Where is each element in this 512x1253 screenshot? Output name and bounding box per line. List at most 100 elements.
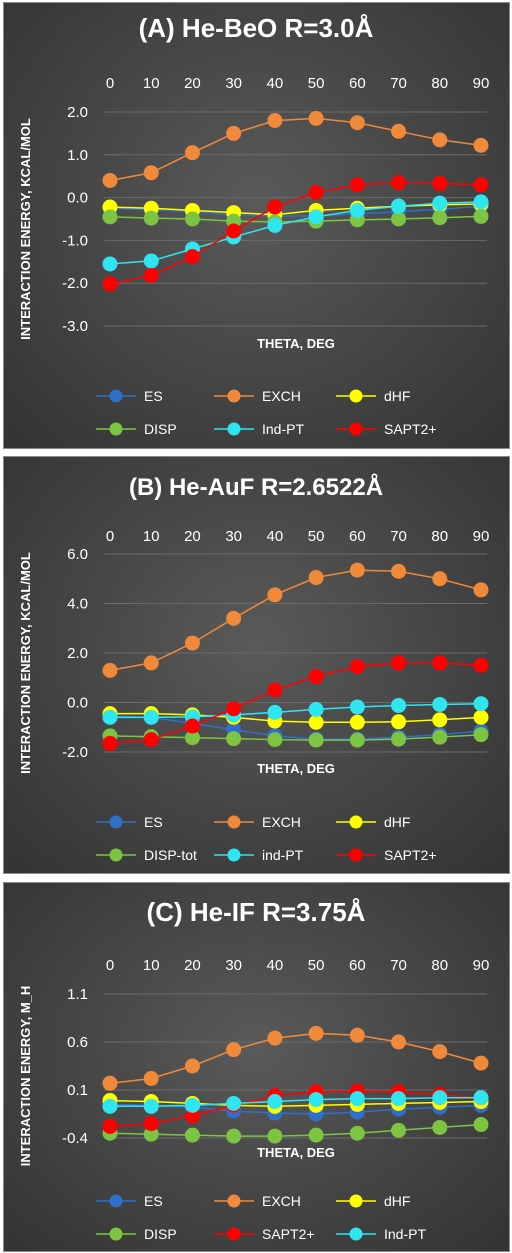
data-point-sapt2 <box>308 669 324 685</box>
data-point-exch <box>184 145 200 161</box>
data-point-sapt2 <box>102 735 118 751</box>
x-tick-label: 0 <box>106 75 114 92</box>
series-es <box>102 198 489 224</box>
legend-item-ind-pt: ind-PT <box>214 847 304 863</box>
x-tick-label: 0 <box>106 528 114 545</box>
data-point-exch <box>226 125 242 141</box>
y-tick-label: 0.0 <box>67 695 88 712</box>
data-point-dhf <box>391 714 407 730</box>
x-tick-label: 30 <box>225 528 242 545</box>
legend-item-dhf: dHF <box>336 814 410 830</box>
legend-label: SAPT2+ <box>384 847 437 863</box>
data-point-dhf <box>308 714 324 730</box>
data-point-ind-pt <box>267 1094 283 1110</box>
legend-label: SAPT2+ <box>262 1226 315 1242</box>
legend-label: SAPT2+ <box>384 421 437 437</box>
series-line-exch <box>109 1032 482 1085</box>
y-axis-label: INTERACTION ENERGY, M_H <box>18 986 33 1167</box>
data-point-dhf <box>473 709 489 725</box>
data-point-disp <box>473 1117 489 1133</box>
chart-b-title: (B) He-AuF R=2.6522Å <box>129 473 383 501</box>
legend-label: DISP <box>144 1226 177 1242</box>
y-tick-label: 0.0 <box>67 190 88 207</box>
legend-marker <box>109 815 123 829</box>
data-point-sapt2 <box>432 655 448 671</box>
legend-item-sapt2: SAPT2+ <box>336 847 437 863</box>
data-point-exch <box>349 1027 365 1043</box>
series-ind-pt <box>102 1090 489 1114</box>
data-point-disp <box>349 1125 365 1141</box>
y-tick-label: -1.0 <box>62 232 88 249</box>
legend-label: EXCH <box>262 388 301 404</box>
x-tick-label: 70 <box>390 957 407 974</box>
legend-marker <box>349 389 363 403</box>
legend-item-disp-tot: DISP-tot <box>96 847 197 863</box>
data-point-ind-pt <box>102 256 118 272</box>
data-point-sapt2 <box>226 223 242 239</box>
legend-label: ES <box>144 814 163 830</box>
data-point-exch <box>308 110 324 126</box>
data-point-sapt2 <box>473 177 489 193</box>
data-point-disp-tot <box>226 731 242 747</box>
data-point-sapt2 <box>143 732 159 748</box>
x-tick-label: 20 <box>184 75 201 92</box>
y-tick-label: 2.0 <box>67 104 88 121</box>
series-sapt2 <box>102 655 489 751</box>
data-point-disp <box>473 208 489 224</box>
x-axis-label: THETA, DEG <box>257 761 335 776</box>
x-tick-label: 60 <box>349 528 366 545</box>
data-point-sapt2 <box>102 276 118 292</box>
data-point-sapt2 <box>308 184 324 200</box>
data-point-ind-pt <box>349 202 365 218</box>
legend-label: ind-PT <box>262 847 304 863</box>
x-tick-label: 90 <box>473 957 490 974</box>
data-point-exch <box>391 123 407 139</box>
data-point-exch <box>473 1055 489 1071</box>
data-point-disp-tot <box>349 732 365 748</box>
data-point-disp-tot <box>391 731 407 747</box>
x-tick-label: 80 <box>431 528 448 545</box>
data-point-dhf <box>432 712 448 728</box>
legend-marker <box>109 422 123 436</box>
x-tick-label: 80 <box>431 957 448 974</box>
legend-label: dHF <box>384 388 410 404</box>
series-disp <box>102 1117 489 1144</box>
legend-marker <box>109 1194 123 1208</box>
data-point-disp <box>143 1126 159 1142</box>
data-point-ind-pt <box>432 1090 448 1106</box>
legend-item-dhf: dHF <box>336 388 410 404</box>
data-point-exch <box>143 1070 159 1086</box>
x-tick-label: 80 <box>431 75 448 92</box>
legend-label: Ind-PT <box>262 421 304 437</box>
x-tick-label: 0 <box>106 957 114 974</box>
x-axis-label: THETA, DEG <box>257 336 335 351</box>
x-tick-label: 40 <box>267 75 284 92</box>
data-point-sapt2 <box>143 267 159 283</box>
data-point-exch <box>473 137 489 153</box>
data-point-sapt2 <box>349 177 365 193</box>
data-point-disp <box>102 209 118 225</box>
data-point-exch <box>391 563 407 579</box>
chart-a-svg: (A) He-BeO R=3.0Å 0 10 20 30 40 50 60 70 80 90 2.0 1… <box>18 13 490 437</box>
chart-c-title: (C) He-IF R=3.75Å <box>147 897 366 927</box>
data-point-ind-pt <box>143 709 159 725</box>
legend-item-ind-pt: Ind-PT <box>336 1226 426 1242</box>
data-point-exch <box>226 610 242 626</box>
legend-label: EXCH <box>262 1193 301 1209</box>
x-tick-label: 10 <box>143 957 160 974</box>
legend-marker <box>227 848 241 862</box>
data-point-exch <box>432 571 448 587</box>
series-line-es <box>109 205 482 217</box>
data-point-sapt2 <box>267 682 283 698</box>
legend-item-es: ES <box>96 388 163 404</box>
legend-item-exch: EXCH <box>214 814 301 830</box>
data-point-exch <box>308 570 324 586</box>
data-point-ind-pt <box>102 709 118 725</box>
data-point-disp <box>308 1127 324 1143</box>
series-line-exch <box>109 569 482 672</box>
data-point-ind-pt <box>143 1098 159 1114</box>
x-tick-label: 50 <box>308 528 325 545</box>
legend-label: ES <box>144 388 163 404</box>
x-tick-label: 90 <box>473 75 490 92</box>
legend-marker <box>349 848 363 862</box>
